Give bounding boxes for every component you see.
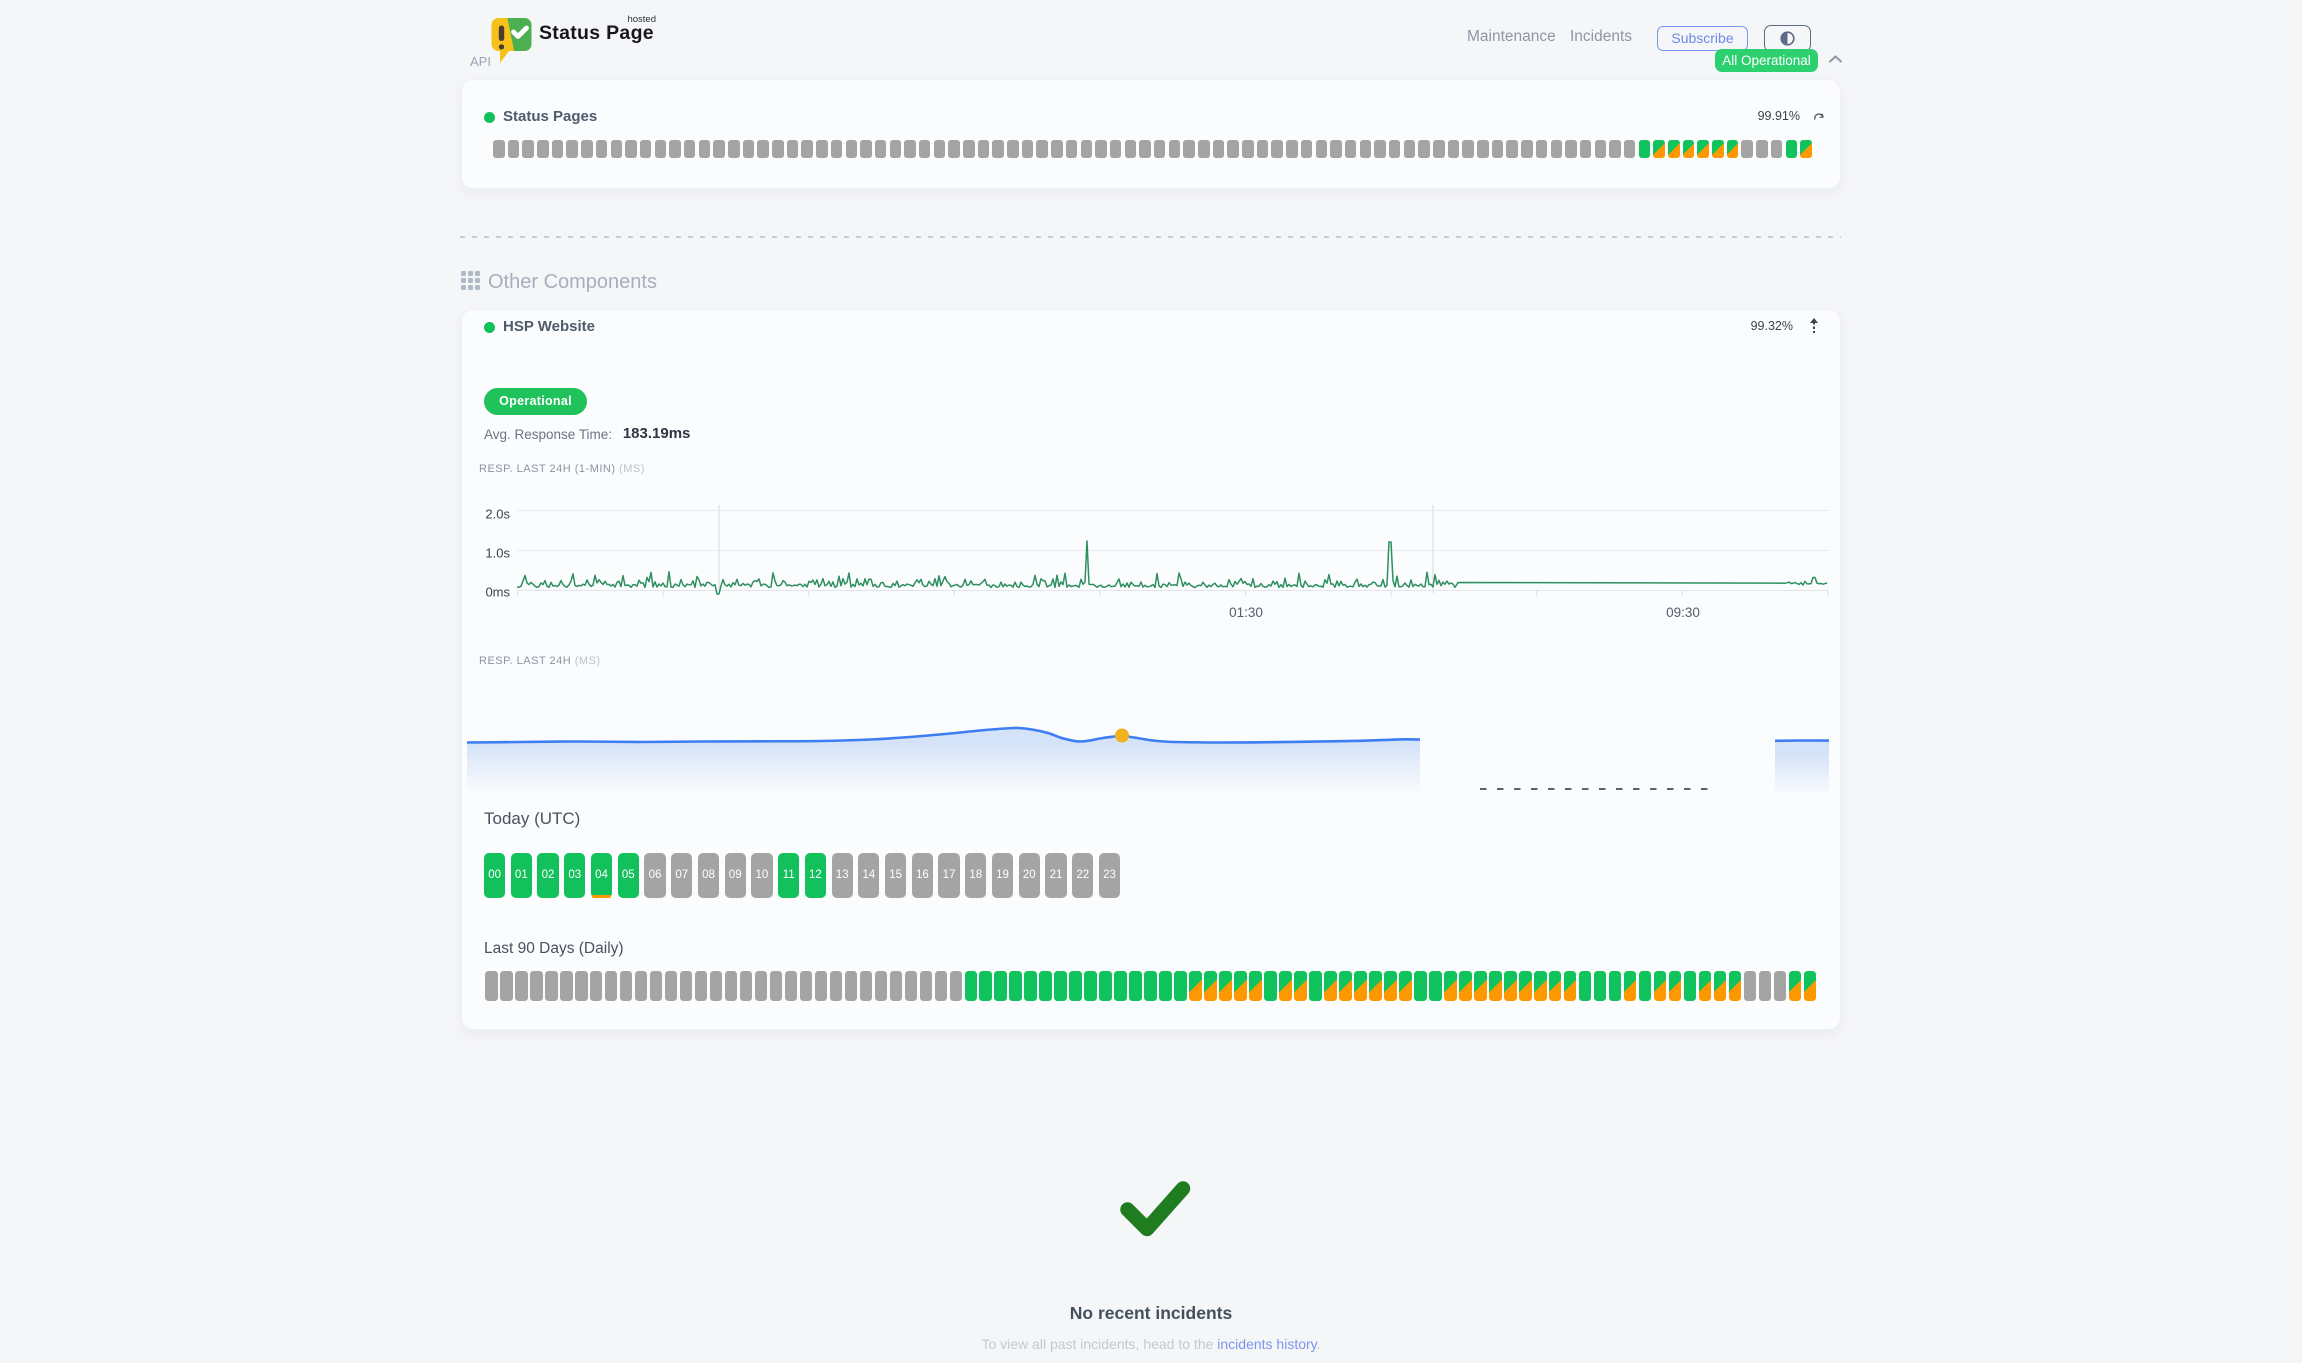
svg-text:01:30: 01:30 bbox=[1229, 605, 1263, 620]
svg-text:0ms: 0ms bbox=[485, 585, 510, 600]
svg-text:1.0s: 1.0s bbox=[485, 546, 510, 561]
svg-text:2.0s: 2.0s bbox=[485, 507, 510, 522]
svg-text:09:30: 09:30 bbox=[1666, 605, 1700, 620]
